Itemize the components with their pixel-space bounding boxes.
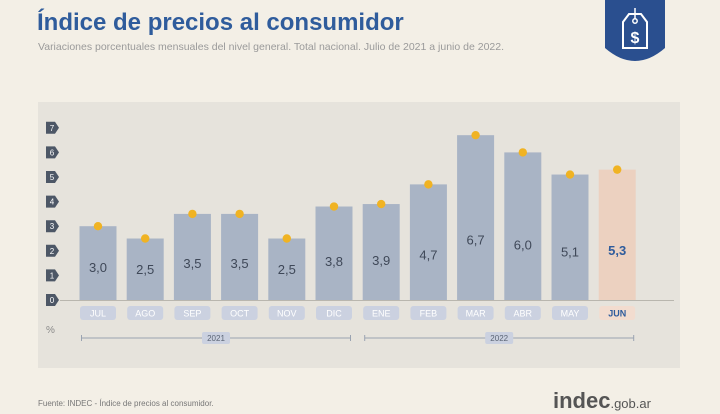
year-label: 2022 [490, 334, 508, 343]
value-dot [377, 199, 386, 209]
value-label: 3,5 [231, 256, 249, 271]
month-label-box [504, 306, 541, 320]
month-label-box [316, 306, 352, 320]
bar [126, 238, 164, 300]
month-label-box [552, 306, 588, 320]
month-label: FEB [420, 309, 438, 319]
bar [268, 238, 306, 300]
value-dot [329, 202, 339, 211]
bar [315, 206, 353, 300]
month-label: JUL [90, 309, 106, 319]
y-tick-marker [46, 171, 59, 183]
logo-main: indec [553, 388, 611, 413]
month-label: SEP [183, 309, 201, 319]
y-tick-marker [46, 121, 59, 134]
value-dot [565, 170, 575, 179]
month-label: MAY [561, 309, 580, 319]
year-label-box [485, 332, 514, 344]
indec-logo: indec.gob.ar [553, 388, 651, 414]
value-label: 2,5 [136, 262, 154, 277]
bar [79, 226, 117, 300]
y-tick-label: 6 [50, 148, 55, 157]
logo-domain: .gob.ar [610, 396, 651, 411]
month-label: OCT [230, 309, 250, 319]
value-label: 6,0 [514, 238, 532, 253]
bar [457, 135, 495, 300]
month-label: ABR [514, 309, 533, 319]
y-tick-label: 2 [50, 247, 55, 256]
month-label: ENE [372, 309, 391, 319]
value-label: 3,5 [183, 256, 201, 271]
bar [551, 174, 589, 300]
source-note: Fuente: INDEC - Índice de precios al con… [38, 399, 214, 408]
value-dot [424, 180, 433, 189]
month-label-box [127, 306, 164, 320]
value-dot [613, 165, 622, 174]
y-tick-marker [46, 294, 59, 306]
month-label: AGO [135, 309, 155, 319]
month-label-box [599, 306, 636, 320]
year-label-box [202, 332, 230, 344]
value-dot [471, 130, 480, 140]
page-title: Índice de precios al consumidor [37, 9, 404, 36]
y-tick-marker [46, 146, 59, 159]
month-label-box [80, 306, 116, 320]
month-label-box [174, 306, 211, 320]
value-dot [235, 209, 244, 219]
value-label: 4,7 [419, 247, 437, 262]
y-tick-marker [46, 195, 59, 208]
price-tag-icon: $ [605, 0, 665, 61]
value-dot [188, 209, 197, 219]
month-label-box [410, 306, 447, 320]
value-dot [282, 234, 291, 243]
value-label: 5,1 [561, 244, 579, 259]
y-tick-label: 4 [50, 198, 55, 207]
month-label: NOV [277, 309, 297, 319]
month-label: JUN [608, 309, 626, 319]
bar [362, 204, 400, 300]
value-label: 2,5 [278, 262, 296, 277]
bar [409, 184, 447, 300]
value-label: 3,0 [89, 260, 107, 275]
bar [598, 169, 636, 300]
y-tick-label: 5 [50, 173, 55, 182]
bar [504, 152, 542, 300]
chart-panel: 0 1 2 3 4 5 6 7 3,0 JUL 2,5 AGO 3,5 SEP 3,5 OCT 2,5 NOV 3,… [38, 102, 680, 368]
y-tick-label: 7 [50, 124, 55, 133]
y-tick-marker [46, 269, 59, 282]
y-tick-marker [46, 244, 59, 257]
year-label: 2021 [207, 334, 225, 343]
y-tick-label: 0 [50, 296, 55, 305]
month-label-box [221, 306, 258, 320]
value-label: 3,9 [372, 253, 390, 268]
month-label-box [363, 306, 400, 320]
svg-text:$: $ [631, 30, 640, 47]
value-label: 5,3 [608, 243, 626, 258]
y-tick-label: 1 [50, 271, 55, 280]
value-label: 6,7 [467, 233, 485, 248]
value-label: 3,8 [325, 254, 343, 269]
month-label: DIC [326, 309, 342, 319]
bar [221, 213, 259, 300]
page-subtitle: Variaciones porcentuales mensuales del n… [38, 41, 505, 53]
month-label-box [457, 306, 494, 320]
month-label: MAR [466, 309, 487, 319]
bar-chart: 0 1 2 3 4 5 6 7 3,0 JUL 2,5 AGO 3,5 SEP 3,5 OCT 2,5 NOV 3,… [46, 121, 674, 344]
value-dot [141, 234, 150, 243]
y-tick-label: 3 [50, 222, 55, 231]
value-dot [518, 148, 527, 157]
value-dot [93, 222, 103, 231]
month-label-box [268, 306, 305, 320]
y-unit-label: % [46, 325, 55, 336]
y-tick-marker [46, 220, 59, 233]
bar [173, 213, 211, 300]
